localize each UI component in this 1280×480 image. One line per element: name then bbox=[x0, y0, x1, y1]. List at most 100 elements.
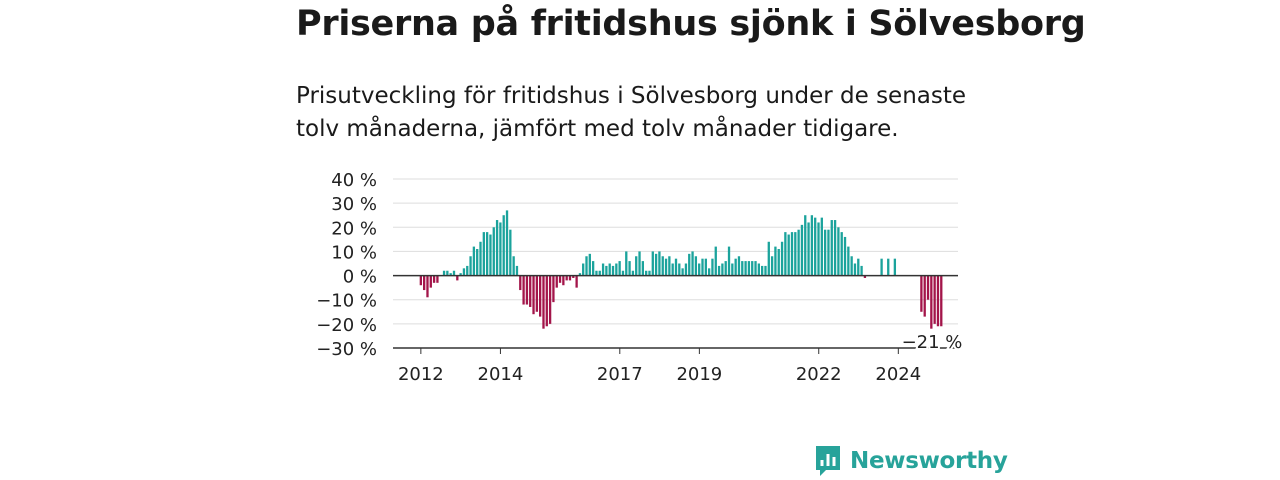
bar bbox=[833, 220, 837, 276]
bar bbox=[588, 253, 591, 276]
bar bbox=[830, 220, 833, 276]
bar bbox=[452, 270, 456, 276]
bar bbox=[681, 268, 684, 276]
bar bbox=[757, 263, 761, 276]
bar bbox=[545, 275, 548, 327]
bar bbox=[837, 227, 840, 276]
bar bbox=[843, 236, 847, 276]
bar bbox=[661, 256, 664, 276]
bar bbox=[509, 229, 512, 276]
bar bbox=[648, 270, 651, 276]
bar bbox=[595, 270, 598, 276]
bar bbox=[701, 258, 704, 276]
bar bbox=[658, 251, 661, 276]
x-tick-label: 2019 bbox=[676, 364, 722, 385]
y-tick-label: 0 % bbox=[343, 267, 377, 288]
bar bbox=[840, 232, 843, 276]
bars bbox=[419, 210, 943, 329]
bar bbox=[519, 275, 522, 291]
chart-subtitle: Prisutveckling för fritidshus i Sölvesbo… bbox=[296, 83, 967, 142]
bar bbox=[674, 258, 678, 276]
bar bbox=[522, 275, 525, 305]
bar bbox=[555, 275, 558, 288]
bar bbox=[920, 275, 923, 312]
bar bbox=[717, 265, 721, 276]
bar bbox=[429, 275, 432, 288]
bar bbox=[827, 229, 830, 276]
bar bbox=[638, 251, 641, 276]
bar bbox=[591, 261, 595, 276]
bar bbox=[436, 275, 439, 283]
bar bbox=[721, 263, 724, 276]
bar bbox=[456, 275, 459, 281]
bar bbox=[887, 258, 890, 276]
bar bbox=[572, 275, 575, 278]
bar bbox=[645, 270, 648, 276]
bar bbox=[774, 246, 777, 276]
bar bbox=[794, 232, 797, 276]
bar bbox=[479, 241, 482, 276]
bar bbox=[688, 253, 691, 276]
bar bbox=[625, 251, 628, 276]
bar bbox=[476, 249, 479, 276]
bar bbox=[469, 256, 472, 276]
bar bbox=[578, 273, 582, 276]
bar bbox=[933, 275, 936, 324]
bar bbox=[754, 261, 757, 276]
bar bbox=[651, 251, 654, 276]
bar bbox=[426, 275, 429, 298]
bar bbox=[515, 265, 519, 276]
y-tick-label: 40 % bbox=[331, 170, 377, 191]
bar bbox=[790, 232, 794, 276]
bar bbox=[582, 263, 585, 276]
bar bbox=[552, 275, 555, 303]
bar bbox=[857, 258, 860, 276]
bar bbox=[761, 265, 764, 276]
bar bbox=[751, 261, 754, 276]
bar bbox=[419, 275, 422, 286]
bar bbox=[860, 265, 863, 276]
bar bbox=[542, 275, 545, 329]
bar bbox=[568, 275, 572, 281]
bar bbox=[558, 275, 562, 283]
bar bbox=[880, 258, 883, 276]
x-tick-label: 2012 bbox=[398, 364, 444, 385]
bar bbox=[691, 251, 694, 276]
bar bbox=[628, 261, 631, 276]
bar bbox=[585, 256, 588, 276]
bar bbox=[734, 258, 737, 276]
bar bbox=[780, 241, 784, 276]
bar bbox=[797, 229, 800, 276]
bar-chart: 40 % 30 % 20 % 10 % 0 % −10 % −20 % −30 % 2012 20… bbox=[316, 170, 964, 385]
newsworthy-logo: Newsworthy bbox=[814, 444, 1008, 478]
bar bbox=[618, 261, 621, 276]
bar bbox=[820, 217, 823, 276]
bar bbox=[505, 210, 509, 276]
bar bbox=[807, 222, 810, 276]
x-tick-label: 2022 bbox=[796, 364, 842, 385]
bar bbox=[654, 253, 658, 276]
bar bbox=[923, 275, 926, 317]
bar bbox=[936, 275, 940, 327]
bar bbox=[684, 263, 688, 276]
y-tick-label: −30 % bbox=[316, 339, 377, 360]
bar bbox=[459, 273, 462, 276]
y-tick-label: 30 % bbox=[331, 194, 377, 215]
y-tick-label: −20 % bbox=[316, 315, 377, 336]
bar bbox=[449, 273, 452, 276]
x-tick-label: 2014 bbox=[478, 364, 524, 385]
bar bbox=[489, 234, 492, 276]
bar bbox=[787, 234, 790, 276]
bar bbox=[823, 229, 827, 276]
bar bbox=[863, 275, 867, 278]
bar bbox=[539, 275, 542, 317]
chart-title: Priserna på fritidshus sjönk i Sölvesbor… bbox=[296, 4, 1086, 44]
bar bbox=[694, 256, 698, 276]
bar bbox=[512, 256, 515, 276]
bar bbox=[940, 275, 943, 327]
y-tick-label: 10 % bbox=[331, 242, 377, 263]
bar bbox=[926, 275, 930, 300]
brand-name: Newsworthy bbox=[850, 448, 1008, 474]
bar bbox=[423, 275, 426, 291]
bar bbox=[605, 265, 608, 276]
